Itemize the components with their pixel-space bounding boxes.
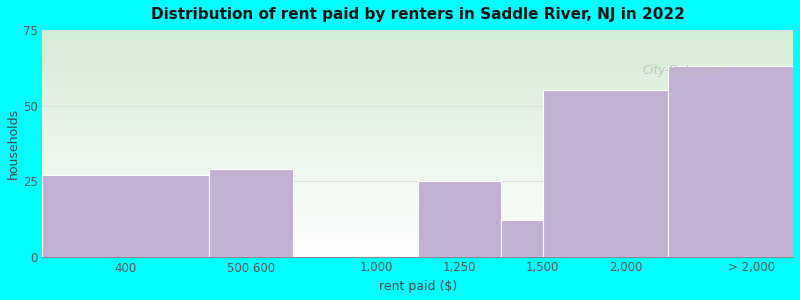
Bar (543, 91, 668, 256)
Title: Distribution of rent paid by renters in Saddle River, NJ in 2022: Distribution of rent paid by renters in … (151, 7, 685, 22)
Bar (42, 175, 210, 256)
Bar (501, 220, 543, 256)
X-axis label: rent paid ($): rent paid ($) (378, 280, 457, 293)
Bar (418, 181, 501, 256)
Bar (210, 169, 293, 256)
Y-axis label: households: households (7, 108, 20, 179)
Text: City-Data.com: City-Data.com (643, 64, 727, 77)
Bar (668, 66, 793, 256)
